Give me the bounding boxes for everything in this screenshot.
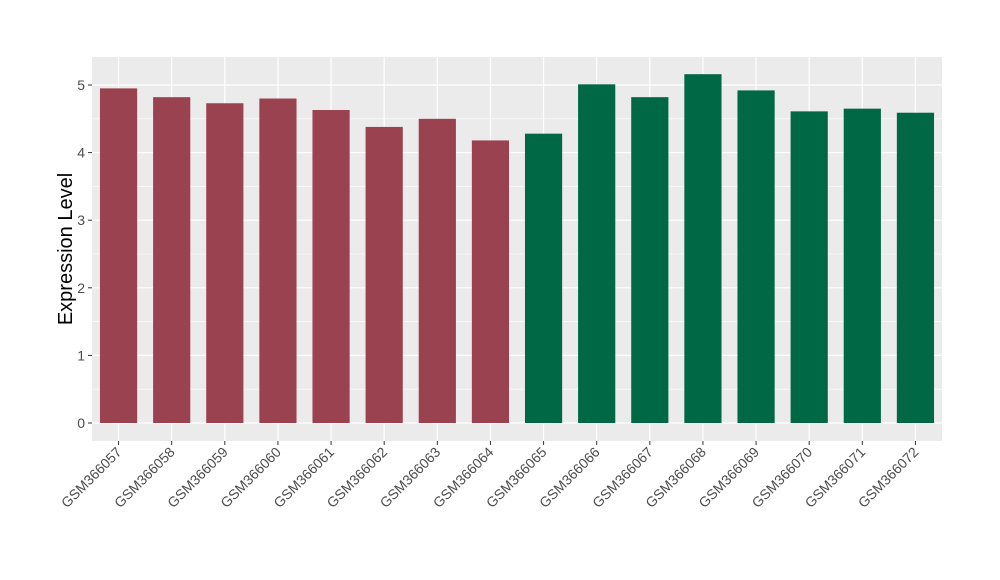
bar-GSM366072 bbox=[896, 112, 935, 423]
bar-GSM366060 bbox=[259, 98, 297, 424]
y-tick-label: 4 bbox=[77, 145, 85, 161]
y-tick-label: 0 bbox=[77, 415, 85, 431]
bar-GSM366065 bbox=[524, 133, 563, 423]
bar-GSM366063 bbox=[418, 118, 456, 424]
bar-GSM366064 bbox=[471, 140, 510, 423]
bar-GSM366069 bbox=[737, 90, 775, 424]
bar-GSM366057 bbox=[99, 88, 138, 423]
y-tick-label: 1 bbox=[77, 347, 85, 363]
bar-GSM366061 bbox=[312, 110, 350, 424]
bar-GSM366067 bbox=[631, 97, 669, 423]
bar-GSM366062 bbox=[365, 126, 403, 424]
bar-GSM366066 bbox=[578, 84, 616, 423]
y-axis-title: Expression Level bbox=[55, 173, 77, 325]
bar-GSM366058 bbox=[153, 97, 191, 423]
y-tick-label: 2 bbox=[77, 280, 85, 296]
bar-GSM366071 bbox=[843, 108, 881, 423]
x-axis: GSM366057GSM366058GSM366059GSM366060GSM3… bbox=[58, 441, 922, 511]
y-tick-label: 3 bbox=[77, 212, 85, 228]
bars bbox=[99, 74, 935, 424]
bar-GSM366068 bbox=[684, 74, 722, 424]
y-axis: 0 1 2 3 4 5 bbox=[77, 77, 92, 431]
bar-GSM366059 bbox=[206, 103, 244, 423]
y-tick-label: 5 bbox=[77, 77, 85, 93]
bar-GSM366070 bbox=[790, 111, 828, 423]
